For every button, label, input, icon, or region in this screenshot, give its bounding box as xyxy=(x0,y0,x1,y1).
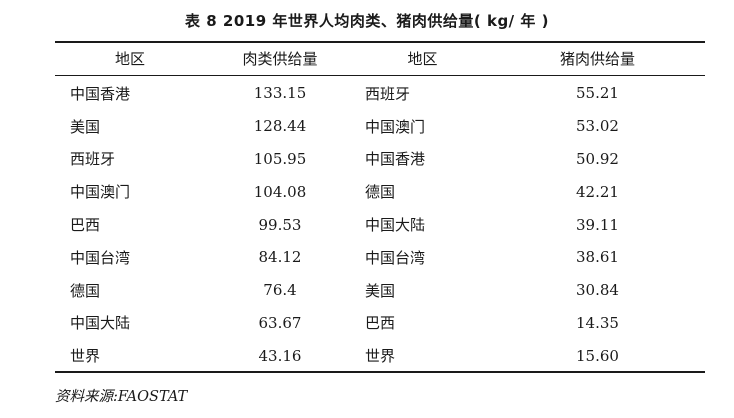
table-row: 世界 43.16 世界 15.60 xyxy=(55,339,705,372)
cell-meat-supply: 43.16 xyxy=(258,346,302,365)
cell-meat-supply: 105.95 xyxy=(253,149,307,168)
header-meat-supply: 肉类供给量 xyxy=(242,50,318,68)
cell-region-2: 西班牙 xyxy=(365,84,411,103)
cell-region-1: 中国香港 xyxy=(70,84,131,103)
table-header-rule xyxy=(55,75,705,76)
table-row: 巴西 99.53 中国大陆 39.11 xyxy=(55,208,705,241)
meat-supply-table: 地区 肉类供给量 地区 猪肉供给量 中国香港 133.15 西班牙 55.21 … xyxy=(55,42,705,372)
cell-pork-supply: 30.84 xyxy=(576,281,619,300)
table-row: 美国 128.44 中国澳门 53.02 xyxy=(55,110,705,143)
cell-meat-supply: 63.67 xyxy=(258,313,302,332)
cell-region-1: 中国澳门 xyxy=(70,183,131,202)
cell-pork-supply: 53.02 xyxy=(576,117,619,136)
table-row: 中国台湾 84.12 中国台湾 38.61 xyxy=(55,241,705,274)
cell-region-1: 中国台湾 xyxy=(70,248,131,267)
table-header-row: 地区 肉类供给量 地区 猪肉供给量 xyxy=(55,42,705,75)
table-row: 西班牙 105.95 中国香港 50.92 xyxy=(55,143,705,176)
table-row: 中国澳门 104.08 德国 42.21 xyxy=(55,175,705,208)
source-note: 资料来源:FAOSTAT xyxy=(55,389,188,405)
table-top-rule xyxy=(55,41,705,43)
cell-region-2: 德国 xyxy=(365,183,396,202)
cell-meat-supply: 99.53 xyxy=(258,215,302,234)
header-region-2: 地区 xyxy=(407,50,438,68)
cell-pork-supply: 42.21 xyxy=(576,182,619,201)
cell-region-2: 世界 xyxy=(365,347,396,366)
cell-pork-supply: 15.60 xyxy=(576,346,619,365)
cell-region-1: 西班牙 xyxy=(70,150,116,169)
cell-meat-supply: 133.15 xyxy=(253,84,307,103)
cell-region-1: 世界 xyxy=(70,347,101,366)
cell-region-2: 中国大陆 xyxy=(365,216,426,235)
cell-pork-supply: 39.11 xyxy=(576,215,619,234)
cell-region-1: 巴西 xyxy=(70,216,101,235)
cell-region-2: 中国香港 xyxy=(365,150,426,169)
cell-region-1: 中国大陆 xyxy=(70,314,131,333)
cell-pork-supply: 55.21 xyxy=(576,84,619,103)
cell-meat-supply: 76.4 xyxy=(263,281,297,300)
table-caption: 表 8 2019 年世界人均肉类、猪肉供给量( kg/ 年 ) xyxy=(185,12,549,30)
header-pork-supply: 猪肉供给量 xyxy=(559,50,635,68)
cell-meat-supply: 104.08 xyxy=(253,182,307,201)
table-row: 德国 76.4 美国 30.84 xyxy=(55,274,705,307)
cell-region-1: 德国 xyxy=(70,281,101,300)
cell-region-2: 中国澳门 xyxy=(365,117,426,136)
table-row: 中国大陆 63.67 巴西 14.35 xyxy=(55,307,705,340)
table-bottom-rule xyxy=(55,371,705,373)
cell-meat-supply: 84.12 xyxy=(258,248,302,267)
cell-pork-supply: 38.61 xyxy=(576,248,619,267)
cell-meat-supply: 128.44 xyxy=(253,117,307,136)
header-region-1: 地区 xyxy=(114,50,145,68)
table-row: 中国香港 133.15 西班牙 55.21 xyxy=(55,75,705,110)
cell-region-2: 美国 xyxy=(365,281,396,300)
cell-region-2: 巴西 xyxy=(365,314,396,333)
cell-pork-supply: 50.92 xyxy=(576,149,619,168)
cell-region-2: 中国台湾 xyxy=(365,248,426,267)
cell-pork-supply: 14.35 xyxy=(576,313,619,332)
cell-region-1: 美国 xyxy=(70,117,101,136)
